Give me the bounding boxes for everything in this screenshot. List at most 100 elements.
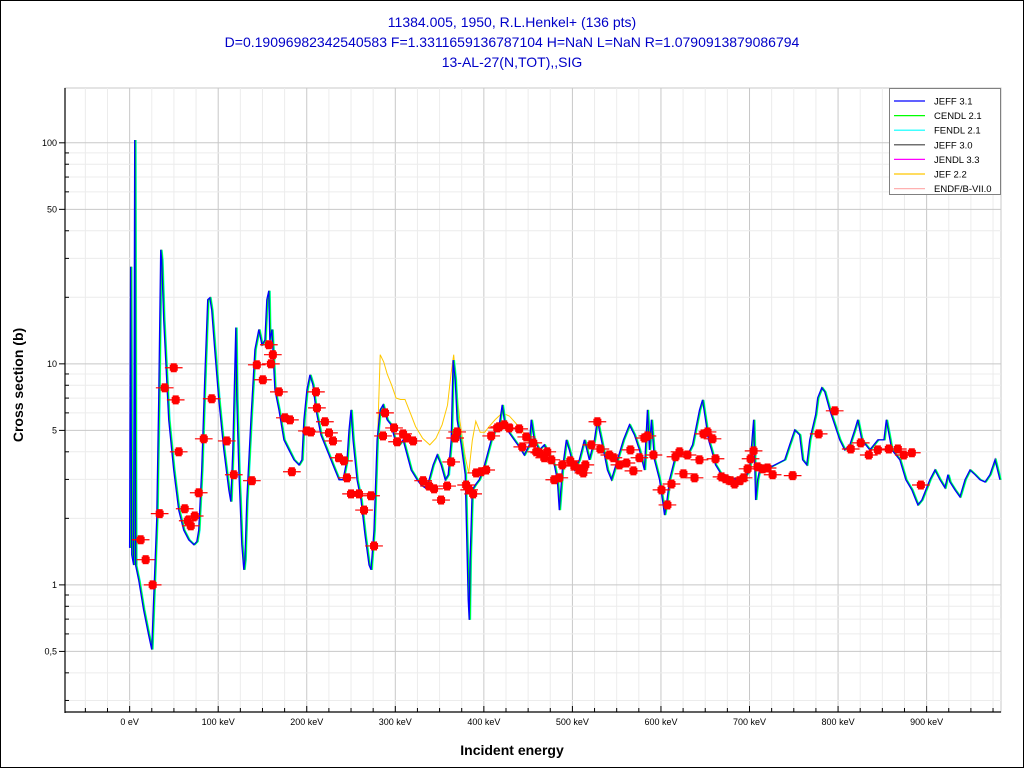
legend-item: JEFF 3.1 — [894, 97, 973, 108]
point-marker — [355, 489, 362, 499]
data-point — [269, 387, 288, 397]
data-point — [902, 448, 921, 458]
data-point — [706, 454, 725, 464]
point-marker — [501, 420, 508, 430]
data-point — [350, 489, 368, 499]
data-point — [432, 495, 450, 505]
point-marker — [516, 424, 523, 434]
data-point — [859, 450, 878, 460]
data-point — [308, 403, 326, 413]
point-marker — [307, 427, 314, 437]
point-marker — [496, 422, 503, 432]
data-point — [482, 431, 501, 441]
point-marker — [650, 450, 657, 460]
data-point — [414, 476, 432, 486]
legend: JEFF 3.1 CENDL 2.1 FENDL 2.1 JEFF 3.0 JENDL … — [889, 88, 1001, 195]
data-point — [448, 427, 466, 437]
point-marker — [523, 432, 530, 442]
data-point — [131, 535, 150, 545]
point-marker — [658, 485, 665, 495]
data-point — [644, 450, 663, 460]
point-marker — [594, 417, 601, 427]
point-marker — [191, 511, 198, 521]
point-marker — [149, 580, 156, 590]
point-marker — [230, 470, 237, 480]
data-point — [582, 440, 601, 450]
chart-title-line-3: 13-AL-27(N,TOT),,SIG — [442, 54, 583, 70]
data-point — [561, 456, 580, 466]
point-marker — [769, 470, 776, 480]
data-point — [477, 465, 496, 475]
point-marker — [727, 476, 734, 486]
axes: 0 eV 100 keV 200 keV 300 keV 400 keV 500 keV 6… — [42, 88, 1001, 727]
data-point — [438, 481, 456, 491]
data-point — [166, 395, 185, 405]
point-marker — [747, 454, 754, 464]
x-tick-label: 0 eV — [120, 717, 139, 727]
point-marker — [680, 469, 687, 479]
legend-item: JEF 2.2 — [894, 170, 967, 181]
point-marker — [606, 450, 613, 460]
data-point — [685, 473, 704, 483]
point-marker — [704, 427, 711, 437]
point-marker — [473, 468, 480, 478]
point-marker — [519, 442, 526, 452]
data-point — [224, 470, 243, 480]
point-marker — [379, 431, 386, 441]
point-marker — [709, 434, 716, 444]
data-point — [253, 375, 272, 385]
data-point — [841, 444, 860, 454]
data-point — [302, 427, 320, 437]
legend-item: JEFF 3.0 — [894, 140, 973, 151]
data-point — [758, 463, 777, 473]
point-marker — [410, 436, 417, 446]
data-point — [678, 450, 697, 460]
data-point — [362, 491, 380, 501]
legend-label: ENDF/B-VII.0 — [934, 184, 992, 195]
point-marker — [329, 436, 336, 446]
data-point — [457, 480, 475, 490]
data-point — [388, 437, 406, 447]
data-point — [385, 423, 403, 433]
legend-box — [889, 88, 1001, 195]
point-marker — [571, 461, 578, 471]
point-marker — [200, 434, 207, 444]
data-point — [513, 442, 532, 452]
data-point — [316, 417, 334, 427]
data-point — [242, 476, 261, 486]
data-point — [374, 431, 392, 441]
point-marker — [559, 460, 566, 470]
data-point — [324, 436, 342, 446]
data-point — [202, 394, 221, 404]
point-marker — [636, 453, 643, 463]
point-marker — [551, 475, 558, 485]
data-point — [517, 432, 536, 442]
data-point — [550, 473, 569, 483]
point-marker — [750, 446, 757, 456]
data-point — [652, 485, 671, 495]
point-marker — [541, 453, 548, 463]
data-point — [259, 340, 278, 350]
data-point — [666, 452, 685, 462]
data-point — [425, 484, 443, 494]
point-marker — [857, 438, 864, 448]
y-tick-label: 5 — [52, 425, 57, 435]
data-point — [783, 471, 802, 481]
point-marker — [420, 476, 427, 486]
data-point — [591, 444, 610, 454]
y-tick-label: 0,5 — [44, 646, 57, 656]
point-marker — [325, 428, 332, 438]
data-point — [446, 433, 465, 443]
point-marker — [223, 436, 230, 446]
legend-label: JEFF 3.1 — [934, 97, 973, 108]
x-tick-label: 800 keV — [822, 717, 855, 727]
data-point — [638, 431, 657, 441]
data-point — [442, 457, 461, 467]
point-marker — [831, 406, 838, 416]
data-point — [576, 460, 595, 470]
point-marker — [335, 453, 342, 463]
point-marker — [444, 481, 451, 491]
legend-label: CENDL 2.1 — [934, 111, 982, 122]
x-tick-label: 900 keV — [910, 717, 943, 727]
data-point — [658, 500, 677, 510]
